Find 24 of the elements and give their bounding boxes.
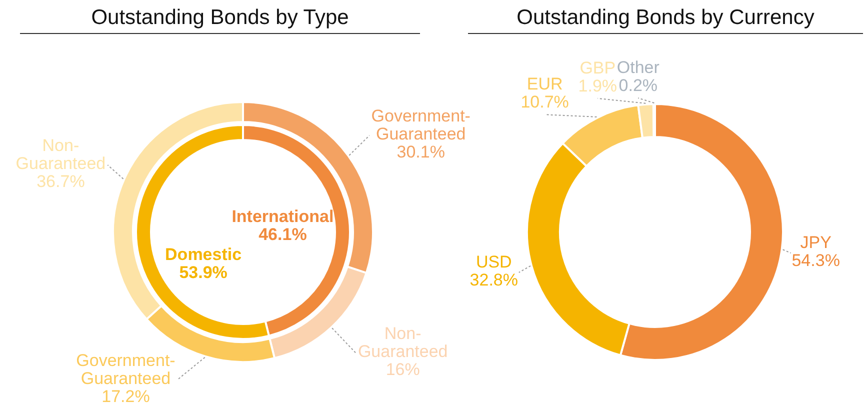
slice-label: Domestic xyxy=(165,244,242,264)
chart-title: Outstanding Bonds by Type xyxy=(20,6,420,34)
data-label: 32.8% xyxy=(470,270,518,290)
slice-label: JPY xyxy=(800,233,832,252)
data-label: 1.9% xyxy=(578,76,618,96)
data-label: 0.2% xyxy=(618,76,658,96)
data-label: 10.7% xyxy=(520,92,569,112)
slice-label: EUR xyxy=(526,74,563,94)
slice-label: Government-Guaranteed xyxy=(76,351,176,388)
slice-label: Government-Guaranteed xyxy=(371,106,470,144)
data-label: 16% xyxy=(386,360,420,379)
chart-title: Outstanding Bonds by Currency xyxy=(468,6,863,34)
data-label: 17.2% xyxy=(102,387,150,406)
slice-label: Other xyxy=(616,58,660,78)
slice-label: USD xyxy=(476,252,512,272)
data-label: 36.7% xyxy=(36,172,85,192)
data-label: 30.1% xyxy=(396,142,445,162)
data-label: 54.3% xyxy=(792,251,840,270)
slice-label: GBP xyxy=(580,58,616,78)
data-label: 53.9% xyxy=(179,262,228,282)
slice-label: International xyxy=(232,207,334,226)
data-label: 46.1% xyxy=(258,225,307,244)
slice-label: Non-Guaranteed xyxy=(16,136,106,174)
slice-label: Non-Guaranteed xyxy=(358,324,448,361)
